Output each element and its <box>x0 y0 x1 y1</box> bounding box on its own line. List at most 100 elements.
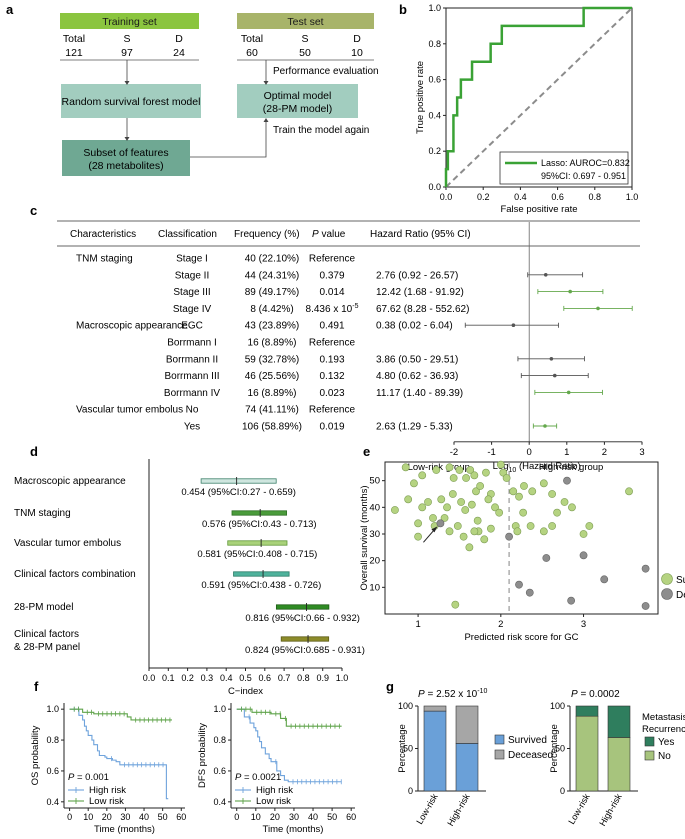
dfs-km-plot: 0 10 20 30 40 50 60 0.4 0.6 0.8 1.0 P = 0.0021 High … <box>197 703 356 835</box>
survived-point <box>472 487 480 496</box>
flow-arrowheads <box>124 81 269 141</box>
row-classification: Borrmann III <box>164 371 219 382</box>
hr-x-tick-label: 1 <box>564 447 569 458</box>
row-p-exponent: -5 <box>352 303 358 310</box>
cindex-x-tick-label: 1.0 <box>336 673 349 683</box>
cindex-ci-bar <box>227 540 288 546</box>
km-y-tick-label: 0.4 <box>46 797 59 807</box>
stacked-bar-segment <box>575 705 599 717</box>
survived-point <box>401 463 410 472</box>
col-p-italic: P <box>312 229 319 240</box>
bar-y-axis-label: Percentage <box>397 724 408 773</box>
legend-deceased-label: Deceased <box>676 590 685 601</box>
bar-category-label: High-risk <box>445 792 472 828</box>
high-risk-group-label: High-risk group <box>539 462 603 473</box>
deceased-point <box>525 588 534 597</box>
survived-point <box>476 482 485 490</box>
stacked-bar-segment <box>423 710 447 792</box>
cindex-row-label: TNM staging <box>14 508 71 519</box>
hr-x-tick-label: 0 <box>527 447 532 458</box>
km-x-tick-label: 40 <box>308 812 318 822</box>
panel-b: b 0.00.0 0.2 0.2 0.4 0.4 0.6 0.6 0.8 0.8 1.0 1.0 Fa… <box>399 2 638 215</box>
bar-category-label: Low-risk <box>566 792 592 826</box>
deceased-point <box>579 551 588 560</box>
km-y-tick-label: 0.6 <box>213 766 226 776</box>
training-set-title: Training set <box>102 16 157 28</box>
panel-label-f: f <box>34 679 39 694</box>
x-axis-label: False positive rate <box>500 204 577 215</box>
survived-point <box>495 508 504 517</box>
row-frequency: 16 (8.89%) <box>248 338 297 349</box>
km-p-letter: P <box>68 772 75 783</box>
survived-point <box>513 527 522 536</box>
scatter-frame <box>384 461 659 615</box>
metastasis-stacked-bar: 0 50 100 Low-risk High-risk Percentage P = 0.0… <box>549 689 685 828</box>
row-classification: Stage IV <box>173 304 212 315</box>
survived-point <box>579 530 588 538</box>
row-hazard-ratio: 11.17 (1.40 - 89.39) <box>376 388 463 399</box>
panel-a: a Training set Total S D 121 97 24 Test … <box>6 2 379 176</box>
deceased-point <box>436 519 445 528</box>
legend-deceased-marker <box>661 588 673 600</box>
survived-point <box>486 524 495 533</box>
row-classification: No <box>186 405 199 416</box>
bar-p-text: = 2.52 x 10 <box>425 689 478 700</box>
row-p-text: 0.019 <box>319 422 344 433</box>
hr-x-axis-label-part: 10 <box>509 467 517 474</box>
survived-point <box>445 463 454 472</box>
survived-point <box>465 543 474 552</box>
row-classification: Stage I <box>176 254 208 265</box>
training-header-d: D <box>175 33 183 45</box>
test-header-s: S <box>301 33 308 45</box>
row-p-value: Reference <box>309 338 356 349</box>
survived-point <box>496 460 505 469</box>
y-tick-label: 0.2 <box>428 146 441 156</box>
x-tick-label: 0.6 <box>551 192 564 202</box>
row-p-text: Reference <box>309 254 356 265</box>
training-header-s: S <box>123 33 130 45</box>
survived-point <box>470 471 479 480</box>
flow-arrows <box>126 60 267 158</box>
row-classification: Borrmann I <box>167 338 216 349</box>
row-p-value: Reference <box>309 254 356 265</box>
training-set-header <box>60 13 199 29</box>
legend-no-label: No <box>658 751 671 762</box>
row-p-text: 0.379 <box>319 270 344 281</box>
km-y-axis-label: DFS probability <box>197 723 208 788</box>
cindex-ci-bar <box>233 571 290 577</box>
km-y-tick-label: 0.6 <box>46 766 59 776</box>
row-p-value: 0.193 <box>319 354 344 365</box>
survived-point <box>404 495 413 504</box>
deceased-point <box>542 554 551 562</box>
km-p-text: = 0.001 <box>74 772 109 783</box>
km-x-axis-label: Time (months) <box>94 824 155 835</box>
cindex-x-tick-label: 0.5 <box>239 673 252 683</box>
survived-point <box>418 471 427 480</box>
row-frequency: 74 (41.11%) <box>245 405 299 416</box>
scatter-y-tick-label: 30 <box>369 529 380 540</box>
highlight-arrowhead <box>431 526 438 533</box>
x-tick-label: 0.2 <box>477 192 490 202</box>
km-high-risk-curve <box>69 708 169 800</box>
subset-features-box <box>62 140 190 176</box>
deceased-point <box>515 580 523 589</box>
cindex-row-label: Vascular tumor embolus <box>14 538 121 549</box>
cindex-row-value: 0.576 (95%CI:0.43 - 0.713) <box>202 519 317 530</box>
cindex-row-label: 28-PM model <box>14 602 73 613</box>
bar-y-tick-label: 100 <box>550 701 565 711</box>
survived-point <box>437 495 446 504</box>
legend-title-line1: Metastasis/ <box>642 712 685 723</box>
km-x-tick-label: 50 <box>158 812 168 822</box>
survived-point <box>414 519 422 528</box>
deceased-point <box>600 575 609 584</box>
row-classification: Borrmann II <box>166 354 218 365</box>
cindex-forest-plot: 0.0 0.1 0.2 0.3 0.4 0.5 0.6 0.7 0.8 0.9 1.0 C−index… <box>14 459 365 697</box>
cindex-x-tick-label: 0.3 <box>201 673 214 683</box>
km-x-tick-label: 50 <box>327 812 337 822</box>
scatter-x-tick-label: 2 <box>498 619 503 630</box>
survived-point <box>470 527 479 536</box>
y-axis-label: True positive rate <box>415 61 426 134</box>
hr-point <box>568 289 572 294</box>
y-tick-label: 0.6 <box>428 75 441 85</box>
